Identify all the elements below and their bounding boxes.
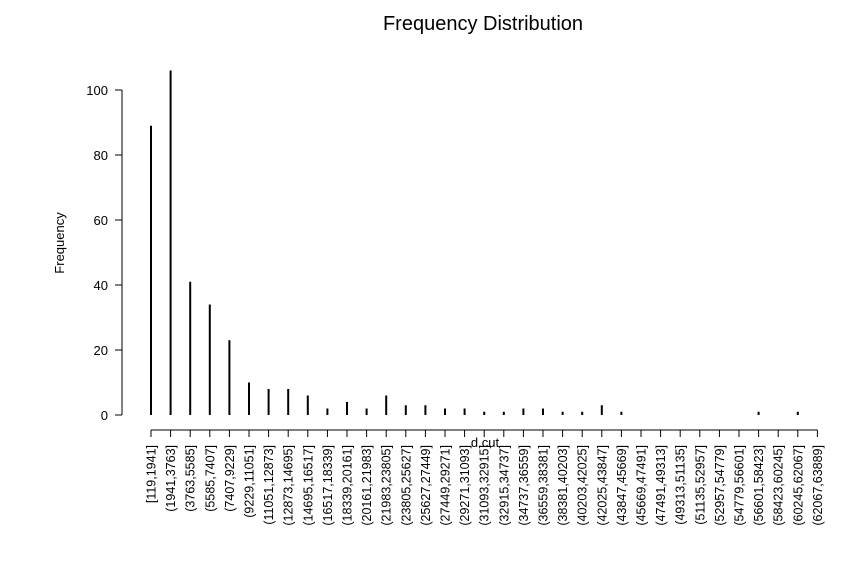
x-tick-label: (9229,11051] (243, 445, 257, 518)
x-tick-label: (12873,14695] (282, 445, 296, 526)
x-tick-label: (43847,45669] (615, 445, 629, 526)
x-tick-label: (62067,63889] (811, 445, 825, 526)
x-tick-label: (11051,12873] (262, 445, 276, 525)
x-tick-label: (1941,3763] (164, 445, 178, 512)
x-tick-label: (7407,9229] (223, 445, 237, 512)
bars (150, 70, 799, 415)
x-tick-label: (52957,54779] (713, 445, 727, 526)
x-tick-label: (51135,52957] (693, 445, 707, 525)
x-axis: [119,1941] (1941,3763] (3763,5585] (5585,74… (145, 429, 825, 526)
x-tick-label: (14695,16517] (301, 445, 315, 526)
x-tick-label: (38381,40203] (556, 445, 570, 526)
x-tick-label: (47491,49313] (654, 445, 668, 526)
x-tick-label: (58423,60245] (772, 445, 786, 526)
x-tick-label: [119,1941] (145, 445, 159, 503)
x-tick-label: (29271,31093] (458, 445, 472, 526)
x-tick-label: (25627,27449] (419, 445, 433, 526)
x-tick-label: (27449,29271] (439, 445, 453, 526)
x-tick-label: (42025,43847] (595, 445, 609, 526)
x-tick-label: (54779,56601] (733, 445, 747, 526)
x-tick-label: (20161,21983] (360, 445, 374, 526)
x-tick-label: (16517,18339] (321, 445, 335, 526)
y-tick-label: 60 (94, 213, 108, 228)
x-tick-label: (40203,42025] (576, 445, 590, 526)
y-axis-label: Frequency (52, 212, 67, 274)
y-tick-label: 100 (86, 83, 108, 98)
x-tick-label: (31093,32915] (478, 445, 492, 526)
x-axis-label: d.cut (471, 435, 500, 450)
y-tick-label: 20 (94, 343, 108, 358)
y-axis: 0 20 40 60 80 100 (86, 83, 123, 423)
chart-title: Frequency Distribution (383, 13, 583, 35)
y-tick-label: 40 (94, 278, 108, 293)
x-tick-label: (5585,7407] (203, 445, 217, 512)
x-tick-label: (3763,5585] (184, 445, 198, 512)
x-tick-label: (45669,47491] (635, 445, 649, 526)
x-tick-label: (60245,62067] (791, 445, 805, 526)
x-tick-label: (34737,36559] (517, 445, 531, 526)
x-tick-label: (23805,25627] (399, 445, 413, 526)
x-tick-label: (49313,51135] (674, 445, 688, 525)
y-tick-label: 0 (101, 408, 108, 423)
x-tick-label: (32915,34737] (497, 445, 511, 526)
x-tick-label: (56601,58423] (752, 445, 766, 526)
x-tick-label: (21983,23805] (380, 445, 394, 526)
y-tick-label: 80 (94, 148, 108, 163)
x-tick-label: (36559,38381] (537, 445, 551, 526)
x-tick-label: (18339,20161] (341, 445, 355, 526)
